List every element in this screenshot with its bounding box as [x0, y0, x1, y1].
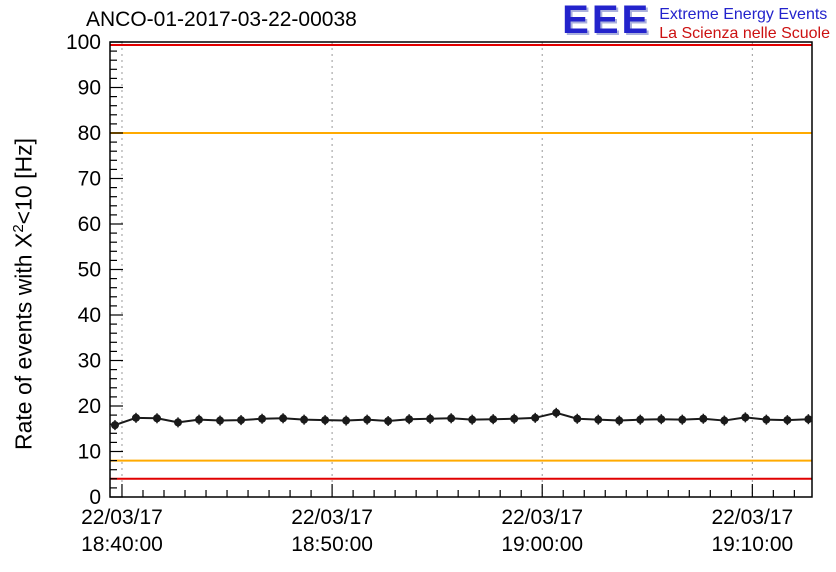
y-tick-label: 50: [78, 259, 101, 282]
gridlines: [121, 42, 753, 497]
data-point: [405, 415, 414, 424]
x-tick-time-label: 18:50:00: [291, 533, 373, 556]
data-point: [741, 413, 750, 422]
eee-logo-line1: Extreme Energy Events: [659, 6, 828, 23]
data-point: [279, 414, 288, 423]
y-axis-labels: 0 10 20 30 40 50 60 70 80 90 100: [66, 31, 101, 509]
plot-frame: [109, 41, 813, 498]
data-point: [657, 415, 666, 424]
data-point: [216, 416, 225, 425]
data-point: [783, 416, 792, 425]
x-tick-time-label: 19:10:00: [711, 533, 793, 556]
data-point: [573, 414, 582, 423]
data-point: [384, 417, 393, 426]
threshold-lines: [110, 44, 812, 480]
data-point: [720, 416, 729, 425]
data-point: [363, 415, 372, 424]
x-tick-date-label: 22/03/17: [501, 506, 583, 529]
data-point: [258, 414, 267, 423]
data-point: [699, 414, 708, 423]
y-tick-label: 0: [89, 486, 101, 509]
data-point: [321, 416, 330, 425]
x-axis-labels: 22/03/17 18:40:00 22/03/17 18:50:00 22/03/17…: [81, 506, 793, 556]
x-axis-ticks: [121, 484, 795, 497]
eee-logo-line2: La Scienza nelle Scuole: [659, 25, 830, 42]
data-point: [678, 415, 687, 424]
data-point: [300, 415, 309, 424]
x-tick-date-label: 22/03/17: [81, 506, 163, 529]
data-point: [615, 416, 624, 425]
data-point: [636, 415, 645, 424]
data-point: [531, 413, 540, 422]
y-tick-label: 90: [78, 77, 101, 100]
y-tick-label: 100: [66, 31, 101, 54]
x-tick-time-label: 19:00:00: [501, 533, 583, 556]
data-point: [552, 408, 561, 417]
data-point: [447, 414, 456, 423]
y-axis-title: Rate of events with X2<10 [Hz]: [10, 138, 38, 450]
y-axis-title-sup: 2: [10, 224, 27, 233]
y-tick-label: 10: [78, 441, 101, 464]
y-tick-label: 70: [78, 168, 101, 191]
data-point: [468, 415, 477, 424]
x-tick-time-label: 18:40:00: [81, 533, 163, 556]
y-tick-label: 30: [78, 350, 101, 373]
x-tick-date-label: 22/03/17: [711, 506, 793, 529]
data-point: [489, 415, 498, 424]
series-line: [114, 411, 809, 427]
eee-logo-subtitle: Extreme Energy Events La Scienza nelle S…: [659, 3, 830, 43]
data-series-rate: [110, 407, 813, 431]
data-point: [804, 415, 813, 424]
plot-title: ANCO-01-2017-03-22-00038: [86, 8, 357, 31]
y-tick-label: 60: [78, 213, 101, 236]
data-point: [195, 415, 204, 424]
data-point: [237, 416, 246, 425]
data-point: [762, 415, 771, 424]
data-point: [510, 414, 519, 423]
y-axis-title-prefix: Rate of events with X: [10, 232, 37, 450]
data-point: [131, 413, 140, 422]
data-point: [594, 415, 603, 424]
y-tick-label: 40: [78, 304, 101, 327]
eee-logo-acronym: EEE: [562, 0, 652, 42]
y-axis-title-suffix: <10 [Hz]: [10, 138, 37, 225]
data-point: [152, 414, 161, 423]
data-point: [342, 416, 351, 425]
y-tick-label: 20: [78, 395, 101, 418]
x-tick-date-label: 22/03/17: [291, 506, 373, 529]
data-point: [110, 421, 119, 430]
data-point: [174, 418, 183, 427]
data-point: [426, 414, 435, 423]
y-tick-label: 80: [78, 122, 101, 145]
eee-logo: EEE Extreme Energy Events La Scienza nel…: [562, 0, 830, 43]
